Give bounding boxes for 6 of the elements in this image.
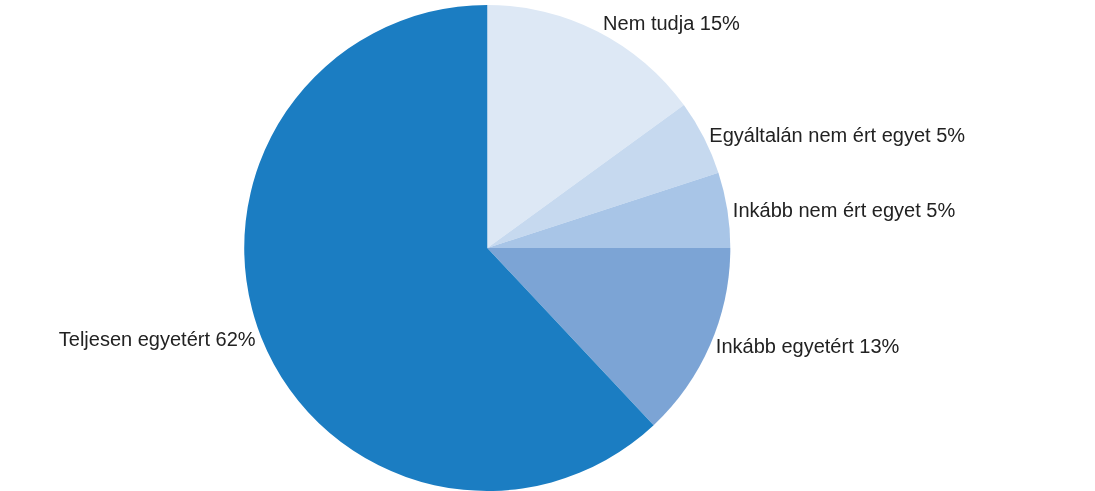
- slice-label: Egyáltalán nem ért egyet 5%: [709, 124, 966, 147]
- slice-label: Inkább egyetért 13%: [715, 335, 900, 358]
- pie-slice: [487, 172, 731, 248]
- slice-label: Nem tudja 15%: [603, 11, 741, 34]
- slice-label: Inkább nem ért egyet 5%: [732, 198, 956, 221]
- slice-label: Teljesen egyetért 62%: [58, 327, 256, 350]
